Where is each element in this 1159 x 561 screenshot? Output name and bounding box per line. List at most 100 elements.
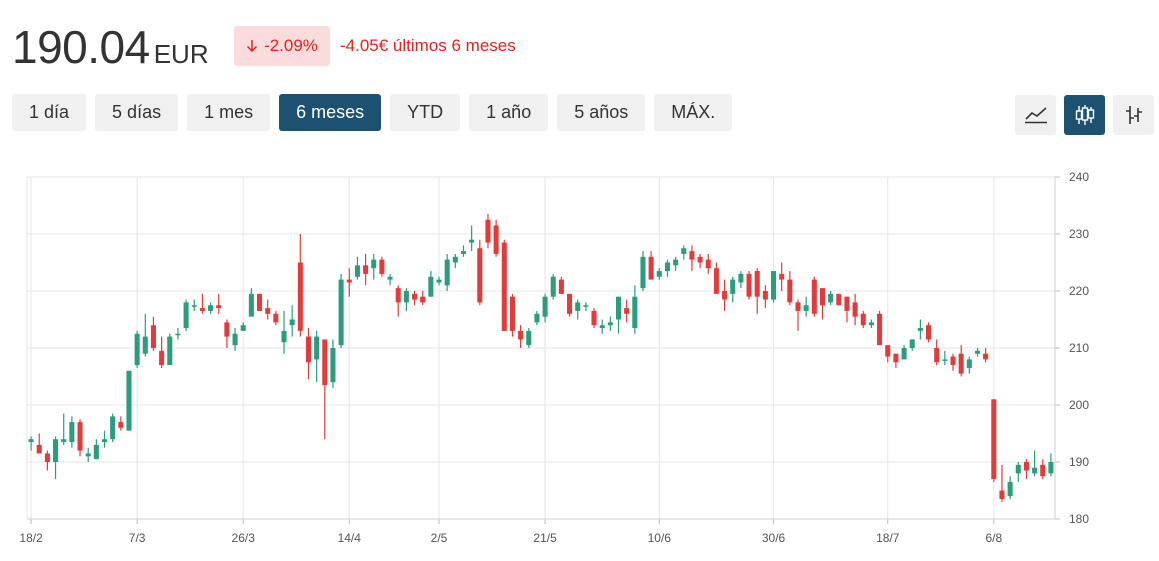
candle-body [958, 353, 964, 374]
candle-body [199, 308, 205, 311]
candle-body [950, 356, 956, 366]
candlestick-chart: 180 190 200 210 220 230 240 18/2 7/3 26/3 14/4 2/5 2… [19, 170, 1089, 545]
candle-body [240, 325, 246, 331]
range-button[interactable]: 1 mes [187, 94, 271, 131]
candle-body [265, 308, 271, 314]
x-tick-label: 7/3 [129, 531, 146, 545]
x-tick-label: 2/5 [431, 531, 448, 545]
candle-body [354, 265, 360, 277]
candle-body [599, 325, 605, 329]
candle-body [819, 288, 826, 306]
y-tick-label: 230 [1069, 227, 1089, 241]
candle-body [346, 279, 352, 283]
candle-body [493, 225, 499, 254]
y-tick-label: 190 [1069, 455, 1089, 469]
candle-body [983, 353, 989, 360]
range-button[interactable]: YTD [390, 94, 461, 131]
range-button[interactable]: 5 años [557, 94, 646, 131]
candle-body [901, 348, 907, 360]
range-button[interactable]: 6 meses [279, 94, 382, 131]
candle-body [648, 256, 654, 280]
candle-body [803, 305, 809, 311]
candle-body [305, 336, 312, 363]
y-tick-label: 210 [1069, 341, 1089, 355]
candle-body [926, 325, 932, 340]
candle-body [363, 265, 369, 274]
candle-body [836, 293, 842, 306]
candle-body [77, 422, 83, 451]
candle-body [183, 302, 189, 329]
candle-body [722, 291, 728, 300]
candle-body [379, 259, 385, 274]
candle-body [460, 251, 467, 254]
price-row: 190.04 EUR [12, 20, 209, 76]
x-tick-label: 21/5 [533, 531, 557, 545]
range-button[interactable]: 1 día [12, 94, 87, 131]
candle-body [974, 350, 981, 354]
x-tick-label: 6/8 [985, 531, 1002, 545]
range-button[interactable]: MÁX. [654, 94, 733, 131]
x-tick-label: 18/2 [19, 531, 43, 545]
line-chart-icon [1024, 107, 1047, 124]
candle-body [281, 330, 287, 343]
candle-body [501, 242, 507, 331]
candle-body [762, 291, 768, 300]
candle-body [61, 439, 67, 443]
candle-body [917, 328, 923, 331]
candlestick-icon [1075, 105, 1094, 125]
candle-body [232, 333, 238, 346]
current-price: 190.04 [12, 21, 150, 73]
line-chart-button[interactable] [1015, 95, 1056, 135]
candle-body [730, 279, 736, 294]
candle-body [542, 296, 548, 317]
candle-body [770, 271, 777, 300]
candle-body [191, 305, 197, 307]
candle-body [673, 259, 679, 266]
x-tick-label: 26/3 [232, 531, 256, 545]
candle-body [1032, 467, 1038, 474]
candle-body [314, 336, 320, 360]
candle-body [567, 293, 573, 314]
candlestick-button[interactable] [1064, 95, 1105, 135]
candle-body [558, 279, 564, 294]
candle-body [664, 262, 670, 272]
candle-body [436, 279, 442, 283]
candle-body [322, 339, 328, 386]
candle-body [754, 271, 760, 297]
change-percent: -2.09% [264, 36, 318, 55]
candle-body [518, 330, 524, 340]
range-button[interactable]: 1 año [469, 94, 549, 131]
candle-body [1015, 464, 1021, 474]
candle-body [999, 490, 1005, 500]
candle-body [656, 271, 662, 277]
candle-body [395, 288, 401, 303]
candle-body [991, 399, 997, 480]
candle-body [110, 416, 116, 440]
candle-body [93, 444, 99, 460]
y-tick-label: 200 [1069, 398, 1089, 412]
candle-body [868, 322, 874, 326]
candle-body [216, 305, 222, 309]
candle-body [256, 293, 263, 311]
candle-body [624, 308, 630, 314]
candle-body [632, 296, 638, 329]
candle-body [795, 302, 801, 311]
candle-body [591, 310, 597, 326]
candle-body [452, 256, 458, 263]
candle-body [387, 276, 393, 280]
candle-body [85, 453, 91, 457]
candle-body [640, 256, 646, 289]
candle-body [469, 239, 475, 243]
candle-body [575, 302, 581, 311]
candle-body [526, 330, 532, 346]
candle-body [681, 248, 687, 254]
y-tick-label: 180 [1069, 512, 1089, 526]
candle-body [101, 439, 108, 443]
ohlc-bars-button[interactable] [1113, 95, 1154, 135]
candle-body [713, 268, 719, 294]
range-button[interactable]: 5 días [95, 94, 179, 131]
x-tick-label: 18/7 [876, 531, 900, 545]
candle-body [1048, 462, 1054, 474]
y-tick-label: 240 [1069, 170, 1089, 184]
candle-body [142, 336, 148, 354]
